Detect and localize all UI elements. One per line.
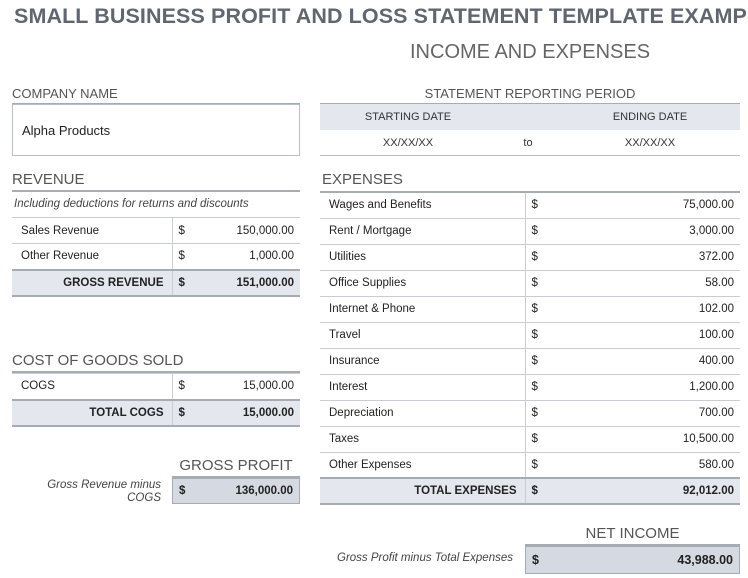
expense-amount-cell[interactable]: 1,200.00 [565, 374, 740, 401]
expense-amount-cell[interactable]: 700.00 [565, 400, 740, 427]
currency-symbol: $ [525, 270, 565, 297]
cogs-row-label: COGS [12, 373, 173, 400]
gross-profit-amount: 136,000.00 [235, 485, 293, 497]
expense-amount-cell[interactable]: 400.00 [565, 348, 740, 375]
currency-symbol: $ [525, 244, 565, 271]
total-cogs-row: TOTAL COGS $ 15,000.00 [12, 398, 300, 427]
expense-row-label: Internet & Phone [320, 296, 526, 323]
cogs-table: COGS $ 15,000.00 TOTAL COGS $ 15,000.00 [12, 373, 300, 427]
currency-symbol: $ [172, 398, 212, 427]
expense-amount-cell[interactable]: 58.00 [565, 270, 740, 297]
total-expenses-label: TOTAL EXPENSES [320, 477, 526, 505]
period-to-text: to [523, 136, 533, 149]
starting-date-label: STARTING DATE [364, 111, 452, 123]
reporting-period-values: XX/XX/XX to XX/XX/XX [320, 130, 740, 156]
currency-symbol: $ [525, 218, 565, 245]
net-income-heading: NET INCOME [525, 525, 740, 546]
revenue-amount-cell[interactable]: 1,000.00 [212, 243, 300, 270]
expense-amount-cell[interactable]: 100.00 [565, 322, 740, 349]
net-income-box: $ 43,988.00 [525, 546, 740, 574]
gross-profit-heading: GROSS PROFIT [172, 457, 300, 478]
currency-symbol: $ [525, 348, 565, 375]
reporting-period-header: STARTING DATE ENDING DATE [320, 104, 740, 130]
currency-symbol: $ [172, 373, 212, 400]
table-row: Utilities $372.00 [320, 244, 740, 271]
currency-symbol: $ [525, 426, 565, 453]
expense-row-label: Depreciation [320, 400, 526, 427]
ending-date-field[interactable]: XX/XX/XX [624, 136, 676, 149]
total-expenses-amount: 92,012.00 [565, 477, 740, 505]
table-row: Rent / Mortgage $3,000.00 [320, 218, 740, 245]
table-row: COGS $ 15,000.00 [12, 373, 300, 400]
expense-row-label: Other Expenses [320, 452, 526, 479]
net-income-note: Gross Profit minus Total Expenses [337, 552, 513, 564]
expense-row-label: Rent / Mortgage [320, 218, 526, 245]
currency-symbol: $ [525, 296, 565, 323]
gross-profit-note: Gross Revenue minus COGS [20, 479, 161, 505]
expense-amount-cell[interactable]: 580.00 [565, 452, 740, 479]
currency-symbol: $ [172, 243, 212, 270]
expense-amount-cell[interactable]: 3,000.00 [565, 218, 740, 245]
total-expenses-row: TOTAL EXPENSES $ 92,012.00 [320, 477, 740, 505]
expenses-table: Wages and Benefits $75,000.00 Rent / Mortg… [320, 191, 740, 505]
currency-symbol: $ [525, 477, 565, 505]
revenue-row-label: Other Revenue [12, 243, 173, 270]
table-row: Insurance $400.00 [320, 348, 740, 375]
currency-symbol: $ [525, 191, 565, 219]
revenue-row-label: Sales Revenue [12, 217, 173, 244]
expense-row-label: Taxes [320, 426, 526, 453]
gross-profit-note-line: Gross Revenue minus [47, 479, 161, 491]
expense-row-label: Wages and Benefits [320, 191, 526, 219]
cogs-heading: COST OF GOODS SOLD [12, 352, 300, 373]
revenue-heading: REVENUE [12, 171, 300, 192]
expense-row-label: Utilities [320, 244, 526, 271]
currency-symbol: $ [532, 553, 539, 567]
table-row: Other Revenue $ 1,000.00 [12, 243, 300, 270]
expense-row-label: Travel [320, 322, 526, 349]
table-row: Travel $100.00 [320, 322, 740, 349]
expense-amount-cell[interactable]: 10,500.00 [565, 426, 740, 453]
table-row: Interest $1,200.00 [320, 374, 740, 401]
table-row: Office Supplies $58.00 [320, 270, 740, 297]
currency-symbol: $ [525, 452, 565, 479]
starting-date-field[interactable]: XX/XX/XX [382, 136, 434, 149]
gross-revenue-row: GROSS REVENUE $ 151,000.00 [12, 268, 300, 297]
page-title: SMALL BUSINESS PROFIT AND LOSS STATEMENT… [14, 4, 748, 28]
currency-symbol: $ [172, 268, 212, 297]
expense-amount-cell[interactable]: 75,000.00 [565, 191, 740, 219]
gross-revenue-amount: 151,000.00 [212, 268, 300, 297]
reporting-period-label: STATEMENT REPORTING PERIOD [320, 86, 740, 105]
table-row: Depreciation $700.00 [320, 400, 740, 427]
total-cogs-label: TOTAL COGS [12, 398, 173, 427]
cogs-amount-cell[interactable]: 15,000.00 [212, 373, 300, 400]
expense-amount-cell[interactable]: 102.00 [565, 296, 740, 323]
table-row: Sales Revenue $ 150,000.00 [12, 217, 300, 244]
currency-symbol: $ [525, 374, 565, 401]
expense-row-label: Interest [320, 374, 526, 401]
expenses-heading: EXPENSES [322, 171, 403, 188]
net-income-amount: 43,988.00 [677, 553, 733, 567]
gross-revenue-label: GROSS REVENUE [12, 268, 173, 297]
table-row: Taxes $10,500.00 [320, 426, 740, 453]
total-cogs-amount: 15,000.00 [212, 398, 300, 427]
currency-symbol: $ [179, 485, 186, 497]
revenue-note: Including deductions for returns and dis… [14, 198, 249, 210]
table-row: Internet & Phone $102.00 [320, 296, 740, 323]
table-row: Other Expenses $580.00 [320, 452, 740, 479]
table-row: Wages and Benefits $75,000.00 [320, 191, 740, 219]
page-subtitle: INCOME AND EXPENSES [410, 41, 651, 63]
gross-profit-note-line: COGS [127, 492, 161, 504]
company-name-field[interactable]: Alpha Products [12, 104, 300, 156]
currency-symbol: $ [172, 217, 212, 244]
currency-symbol: $ [525, 400, 565, 427]
expense-row-label: Insurance [320, 348, 526, 375]
expense-amount-cell[interactable]: 372.00 [565, 244, 740, 271]
revenue-table: Sales Revenue $ 150,000.00 Other Revenue… [12, 217, 300, 297]
expense-row-label: Office Supplies [320, 270, 526, 297]
gross-profit-box: $ 136,000.00 [172, 478, 300, 504]
company-name-label: COMPANY NAME [12, 86, 300, 105]
currency-symbol: $ [525, 322, 565, 349]
revenue-amount-cell[interactable]: 150,000.00 [212, 217, 300, 244]
ending-date-label: ENDING DATE [612, 111, 688, 123]
